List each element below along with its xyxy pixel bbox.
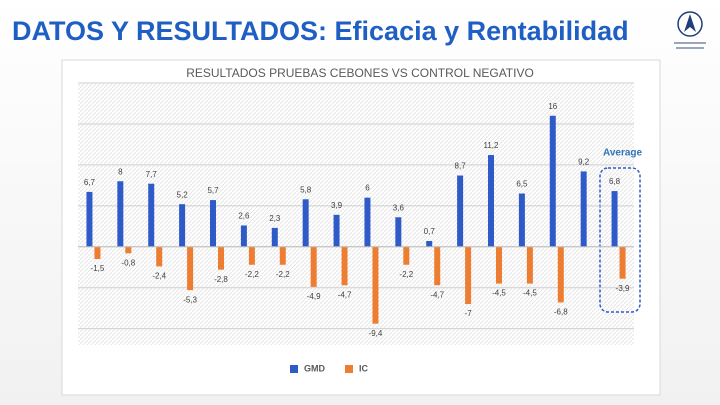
- bar: [526, 246, 533, 284]
- bar: [333, 214, 340, 247]
- data-label: 2,3: [269, 214, 281, 223]
- bar: [148, 183, 155, 247]
- bar: [218, 246, 224, 270]
- slide-title: DATOS Y RESULTADOS: Eficacia y Rentabili…: [12, 16, 629, 46]
- bar: [403, 246, 410, 265]
- data-label: -2,2: [245, 270, 259, 279]
- data-label: 6,5: [516, 180, 528, 189]
- bar: [94, 246, 101, 260]
- data-label: -2,2: [399, 270, 413, 279]
- bar: [187, 246, 194, 291]
- data-label: -2,8: [214, 275, 228, 284]
- data-label: -4,7: [430, 290, 444, 299]
- bar: [271, 227, 278, 247]
- bar: [434, 246, 441, 286]
- data-label: 3,6: [393, 203, 405, 212]
- data-label: -9,4: [369, 329, 383, 338]
- data-label: 2,6: [238, 212, 250, 221]
- bar: [580, 171, 587, 247]
- bar: [426, 241, 433, 247]
- data-label: 11,2: [484, 141, 500, 150]
- bar: [457, 175, 464, 247]
- bar: [210, 200, 216, 247]
- data-label: -7: [465, 309, 473, 318]
- data-label: -2,2: [276, 270, 290, 279]
- bar: [496, 246, 502, 284]
- data-label: 8,7: [455, 162, 467, 171]
- data-label: -4,5: [492, 289, 506, 298]
- bar: [310, 246, 317, 287]
- bar: [156, 246, 163, 267]
- bar: [86, 191, 93, 247]
- data-label: 5,7: [207, 186, 219, 195]
- data-label: 5,2: [177, 190, 189, 199]
- legend-swatch: [345, 365, 353, 373]
- data-label: 9,2: [578, 158, 590, 167]
- data-label: 6: [365, 184, 370, 193]
- legend-swatch: [290, 365, 298, 373]
- data-label: -6,8: [554, 308, 568, 317]
- data-label: 6,7: [84, 178, 96, 187]
- plot: Average 6,7 8 7,7 5,2 5,7 2,6 2,3 5,8 3,9 6 3,6 0,7 8…: [78, 82, 643, 373]
- average-box: [599, 167, 641, 313]
- legend-label: IC: [359, 363, 369, 373]
- plot-area: [78, 83, 634, 345]
- data-label: -4,5: [523, 289, 537, 298]
- data-label: 7,7: [146, 170, 158, 179]
- data-label: 5,8: [300, 185, 312, 194]
- data-label: -4,7: [338, 290, 352, 299]
- bar: [518, 193, 525, 247]
- data-label: -3,9: [616, 284, 630, 293]
- bar: [619, 246, 626, 279]
- data-label: 3,9: [331, 201, 343, 210]
- bar: [125, 246, 132, 254]
- bar: [117, 181, 124, 247]
- data-label: -2,4: [152, 272, 166, 281]
- bar: [372, 246, 379, 324]
- legend-label: GMD: [304, 363, 325, 373]
- bar: [611, 191, 618, 247]
- bar: [179, 204, 186, 247]
- chart-title: RESULTADOS PRUEBAS CEBONES VS CONTROL NE…: [186, 66, 534, 80]
- data-label: -5,3: [183, 295, 197, 304]
- bar: [364, 197, 371, 247]
- data-label: 8: [118, 167, 123, 176]
- data-label: -0,8: [121, 258, 135, 267]
- data-label: 16: [548, 102, 557, 111]
- data-label: 0,7: [424, 227, 436, 236]
- bar: [549, 115, 556, 247]
- bar: [557, 246, 564, 303]
- data-label: 6,8: [609, 177, 621, 186]
- bar: [248, 246, 255, 265]
- bar: [341, 246, 348, 286]
- logo: [674, 11, 706, 49]
- bar: [488, 155, 494, 247]
- data-label: -1,5: [91, 264, 105, 273]
- category-label: Average: [603, 148, 643, 159]
- bar: [302, 199, 309, 247]
- data-label: -4,9: [307, 292, 321, 301]
- bar: [395, 217, 402, 247]
- bar: [279, 246, 286, 265]
- bar: [240, 225, 247, 247]
- bar: [465, 246, 472, 305]
